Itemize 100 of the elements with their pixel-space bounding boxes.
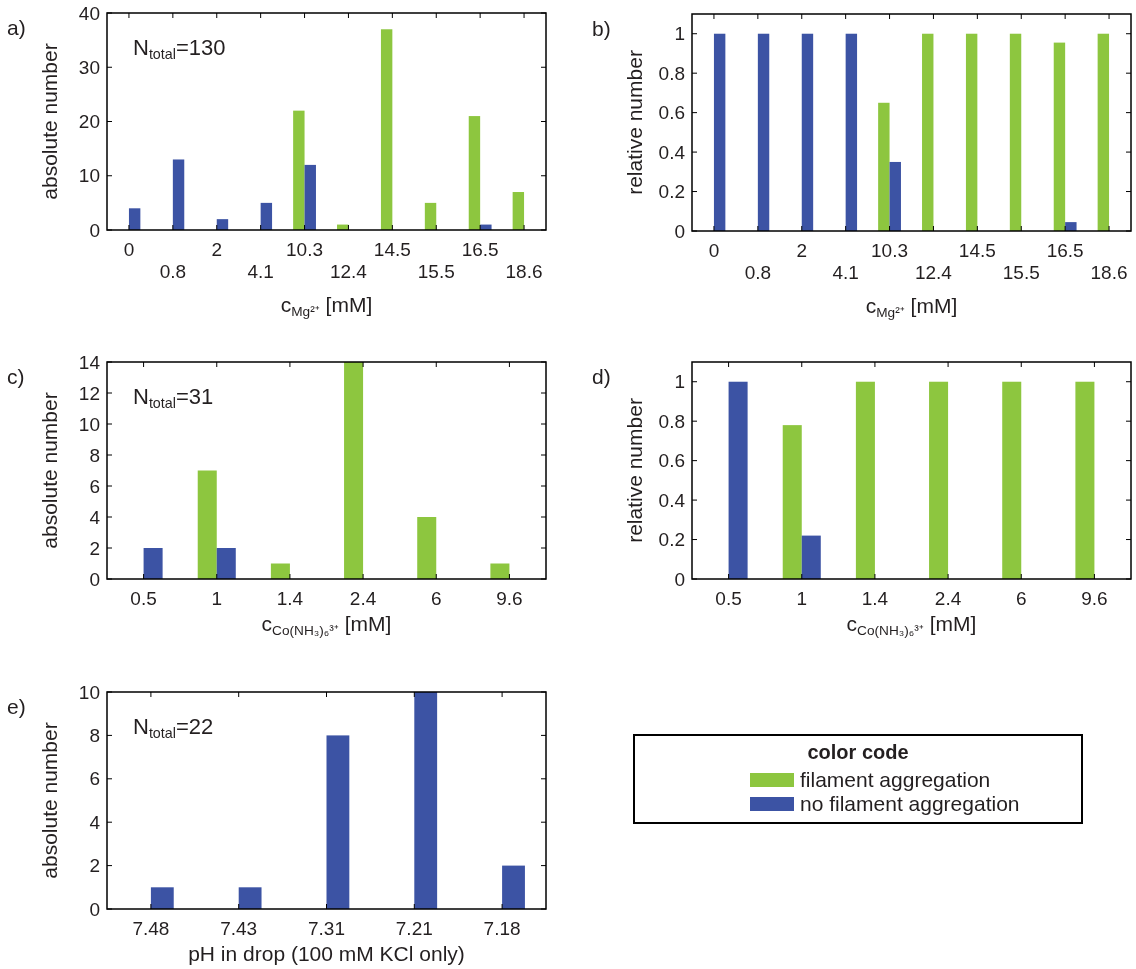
- y-tick-label: 8: [89, 725, 100, 747]
- x-tick-label: 14.5: [373, 239, 411, 260]
- y-tick-label: 0.6: [658, 102, 685, 124]
- bar: [143, 548, 163, 579]
- y-tick-label: 0: [89, 898, 100, 920]
- bar: [878, 102, 890, 231]
- y-tick-label: 14: [78, 351, 101, 373]
- x-tick-label: 6: [430, 588, 442, 609]
- y-tick-label: 4: [89, 506, 101, 528]
- bar: [713, 33, 726, 231]
- y-axis-title: absolute number: [38, 43, 61, 200]
- bar: [1002, 381, 1022, 579]
- x-tick-label: 2.4: [934, 588, 962, 609]
- bar: [1075, 381, 1095, 579]
- x-tick-label: 1: [796, 588, 808, 609]
- x-tick-label: 16.5: [461, 239, 499, 260]
- y-tick-label: 0: [89, 219, 100, 241]
- y-tick-label: 8: [89, 444, 100, 466]
- x-tick-label: 7.31: [308, 918, 345, 939]
- x-tick-label: 1.4: [276, 588, 304, 609]
- bar: [1009, 33, 1022, 231]
- x-tick-label: 7.48: [132, 918, 170, 939]
- y-tick-label: 0.4: [658, 489, 686, 511]
- bar: [845, 33, 858, 231]
- y-tick-label: 4: [89, 811, 101, 833]
- bar: [490, 563, 510, 579]
- y-tick-label: 0.4: [658, 141, 686, 163]
- y-tick-label: 2: [89, 855, 100, 877]
- text: c): [7, 365, 25, 388]
- x-tick-label: 9.6: [1081, 588, 1108, 609]
- y-tick-label: 1: [674, 23, 685, 45]
- y-tick-label: 40: [78, 2, 100, 24]
- bar: [380, 29, 393, 230]
- bar: [150, 887, 174, 909]
- text: e): [7, 695, 26, 718]
- x-tick-label: 12.4: [329, 261, 368, 282]
- y-axis-title: absolute number: [38, 722, 61, 879]
- x-axis-title: c$_{Mg²⁺}$ [mM]: [280, 293, 373, 319]
- bar: [344, 362, 364, 579]
- x-tick-label: 15.5: [417, 261, 455, 282]
- bar: [293, 110, 305, 230]
- x-tick-label: 2: [796, 240, 808, 261]
- y-tick-label: 0: [674, 220, 685, 242]
- y-tick-label: 1: [674, 371, 685, 393]
- bar: [965, 33, 978, 231]
- bar: [238, 887, 262, 909]
- x-tick-label: 2: [211, 239, 223, 260]
- x-tick-label: 18.6: [1090, 262, 1128, 283]
- x-axis-title: c$_{Co(NH₃)₆³⁺}$ [mM]: [261, 612, 392, 638]
- annotation: N$_{total}$=22: [133, 714, 214, 741]
- legend-title: color code: [807, 741, 909, 763]
- x-tick-label: 0: [708, 240, 720, 261]
- x-tick-label: 7.43: [220, 918, 258, 939]
- y-tick-label: 0.8: [658, 62, 685, 84]
- y-tick-label: 6: [89, 768, 100, 790]
- bar: [1053, 42, 1066, 231]
- x-tick-label: 0.8: [159, 261, 187, 282]
- legend-label: filament aggregation: [800, 768, 991, 792]
- bar: [260, 202, 273, 230]
- bar: [1097, 33, 1110, 231]
- bar: [172, 159, 185, 230]
- x-tick-label: 4.1: [832, 262, 859, 283]
- bar: [417, 517, 437, 579]
- bar: [216, 548, 236, 579]
- x-tick-label: 0.5: [130, 588, 157, 609]
- x-tick-label: 9.6: [496, 588, 523, 609]
- x-axis-title: pH in drop (100 mM KCl only): [188, 942, 465, 965]
- legend-label: no filament aggregation: [800, 792, 1020, 816]
- bar: [502, 865, 525, 909]
- y-tick-label: 12: [78, 382, 100, 404]
- x-axis-title: c$_{Co(NH₃)₆³⁺}$ [mM]: [846, 612, 977, 638]
- bar: [1065, 222, 1077, 231]
- text: d): [592, 365, 611, 388]
- annotation: N$_{total}$=130: [133, 35, 226, 62]
- bar: [929, 381, 949, 579]
- y-tick-label: 2: [89, 537, 100, 559]
- x-tick-label: 7.18: [483, 918, 521, 939]
- y-tick-label: 30: [78, 56, 100, 78]
- bar: [782, 425, 802, 579]
- y-tick-label: 6: [89, 475, 100, 497]
- y-tick-label: 20: [78, 111, 100, 133]
- y-axis-title: absolute number: [38, 392, 61, 549]
- bar: [304, 164, 316, 230]
- y-axis-title: relative number: [623, 50, 646, 195]
- x-axis-title: c$_{Mg²⁺}$ [mM]: [865, 294, 958, 320]
- y-tick-label: 10: [78, 413, 100, 435]
- x-tick-label: 10.3: [286, 239, 324, 260]
- bar: [512, 192, 525, 230]
- y-tick-label: 0.2: [658, 529, 685, 551]
- x-tick-label: 0.5: [715, 588, 742, 609]
- y-tick-label: 0: [674, 568, 685, 590]
- x-tick-label: 2.4: [349, 588, 377, 609]
- text: a): [7, 16, 26, 39]
- bar: [757, 33, 770, 231]
- bar: [326, 735, 350, 909]
- bar: [128, 208, 141, 230]
- x-tick-label: 7.21: [395, 918, 433, 939]
- x-tick-label: 6: [1015, 588, 1027, 609]
- x-tick-label: 4.1: [247, 261, 274, 282]
- bar: [801, 33, 814, 231]
